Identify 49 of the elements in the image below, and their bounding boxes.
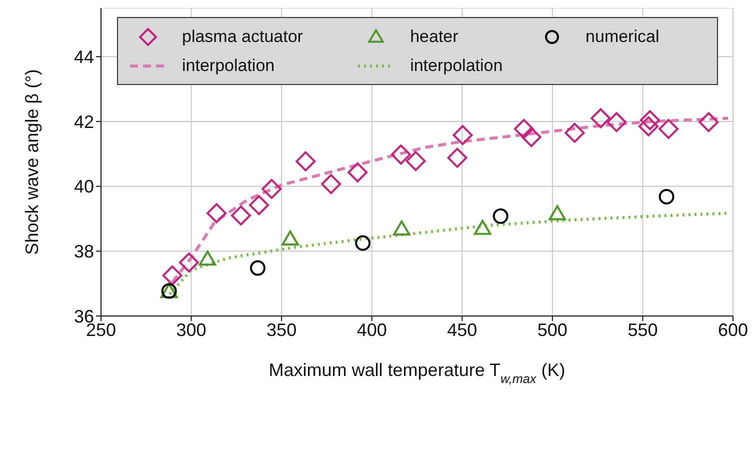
legend-label: heater [410,27,458,47]
point [447,148,468,168]
x-tick-label: 550 [628,320,658,340]
x-tick-label: 350 [266,320,297,340]
point [564,122,585,143]
legend-label: interpolation [410,56,503,76]
point [230,205,251,226]
x-tick-label: 400 [356,320,387,340]
point [393,220,410,236]
point [348,162,368,182]
x-tick-label: 450 [447,320,478,340]
point [321,174,342,194]
legend-label: numerical [586,27,660,47]
point [390,144,411,165]
point [658,118,679,139]
point [514,118,534,139]
point [406,151,426,172]
x-axis-title: Maximum wall temperature T$_{w,max}$ (K) [268,360,566,386]
point [474,220,492,235]
point [250,260,266,276]
legend-label: plasma actuator [182,27,303,47]
y-tick-label: 42 [74,112,94,132]
point [640,110,660,130]
y-axis-title: Shock wave angle β (°) [22,69,42,255]
point [698,112,719,132]
point [521,127,542,148]
y-tick-label: 40 [74,176,94,197]
y-tick-label: 44 [74,47,94,68]
point [206,203,227,224]
point [452,125,473,146]
x-tick-label: 500 [537,320,568,340]
x-tick-label: 600 [718,320,748,340]
point [548,205,566,220]
point [198,250,216,266]
point [249,195,269,216]
point [355,235,371,251]
point [296,151,316,172]
point [638,116,658,136]
point [178,252,199,273]
point [282,230,299,246]
point [658,188,674,204]
x-tick-label: 300 [176,320,206,340]
point [262,178,282,199]
point [590,108,611,128]
point [492,208,508,224]
point [162,265,182,286]
point [606,112,627,132]
y-tick-label: 38 [74,242,94,262]
legend-label: interpolation [182,56,275,76]
